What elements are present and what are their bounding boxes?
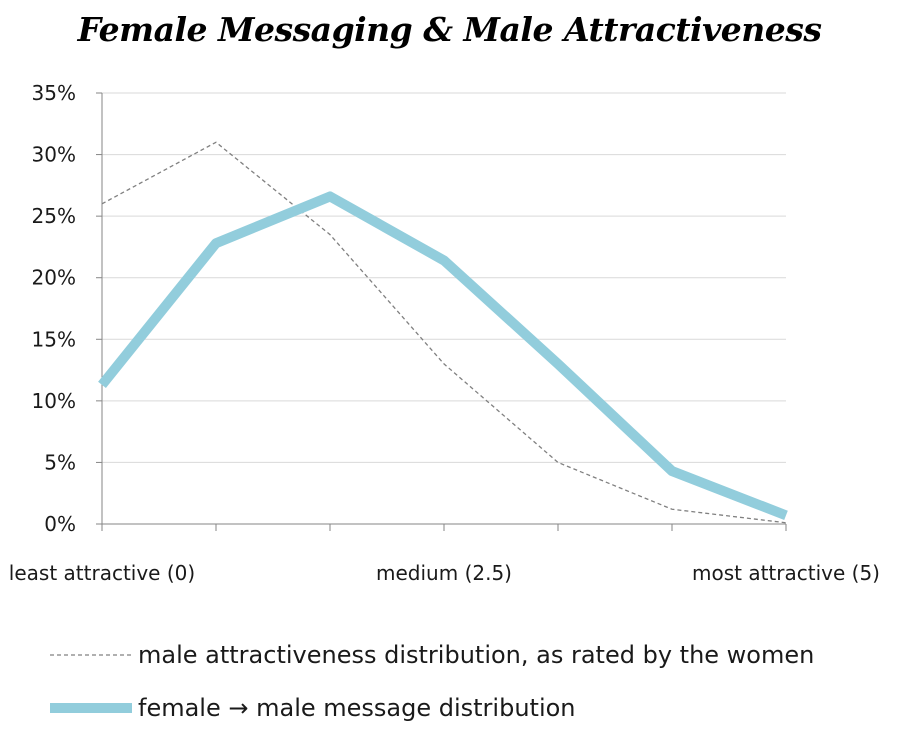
gridlines (96, 92, 786, 525)
series-line-attractiveness (101, 141, 787, 524)
y-tick-label: 0% (44, 512, 76, 536)
y-tick-labels: 0% 5% 10% 15% 20% 25% 30% 35% (32, 81, 76, 536)
y-tick-label: 25% (32, 204, 76, 228)
x-tick-labels: least attractive (0) medium (2.5) most att… (9, 561, 880, 585)
x-tick-label: most attractive (5) (692, 561, 880, 585)
legend-label-attractiveness: male attractiveness distribution, as rat… (138, 641, 814, 669)
y-tick-label: 20% (32, 266, 76, 290)
x-tick-marks (101, 524, 787, 531)
x-tick-label: least attractive (0) (9, 561, 195, 585)
legend-label-messages: female → male message distribution (138, 694, 576, 722)
series-line-messages (98, 191, 788, 521)
y-tick-label: 35% (32, 81, 76, 105)
y-tick-label: 15% (32, 327, 76, 351)
y-tick-label: 5% (44, 450, 76, 474)
chart-title: Female Messaging & Male Attractiveness (77, 10, 822, 49)
y-tick-label: 30% (32, 143, 76, 167)
x-tick-label: medium (2.5) (376, 561, 512, 585)
axes (101, 93, 786, 525)
legend: male attractiveness distribution, as rat… (50, 641, 814, 722)
series-layer (98, 141, 788, 524)
y-tick-label: 10% (32, 389, 76, 413)
